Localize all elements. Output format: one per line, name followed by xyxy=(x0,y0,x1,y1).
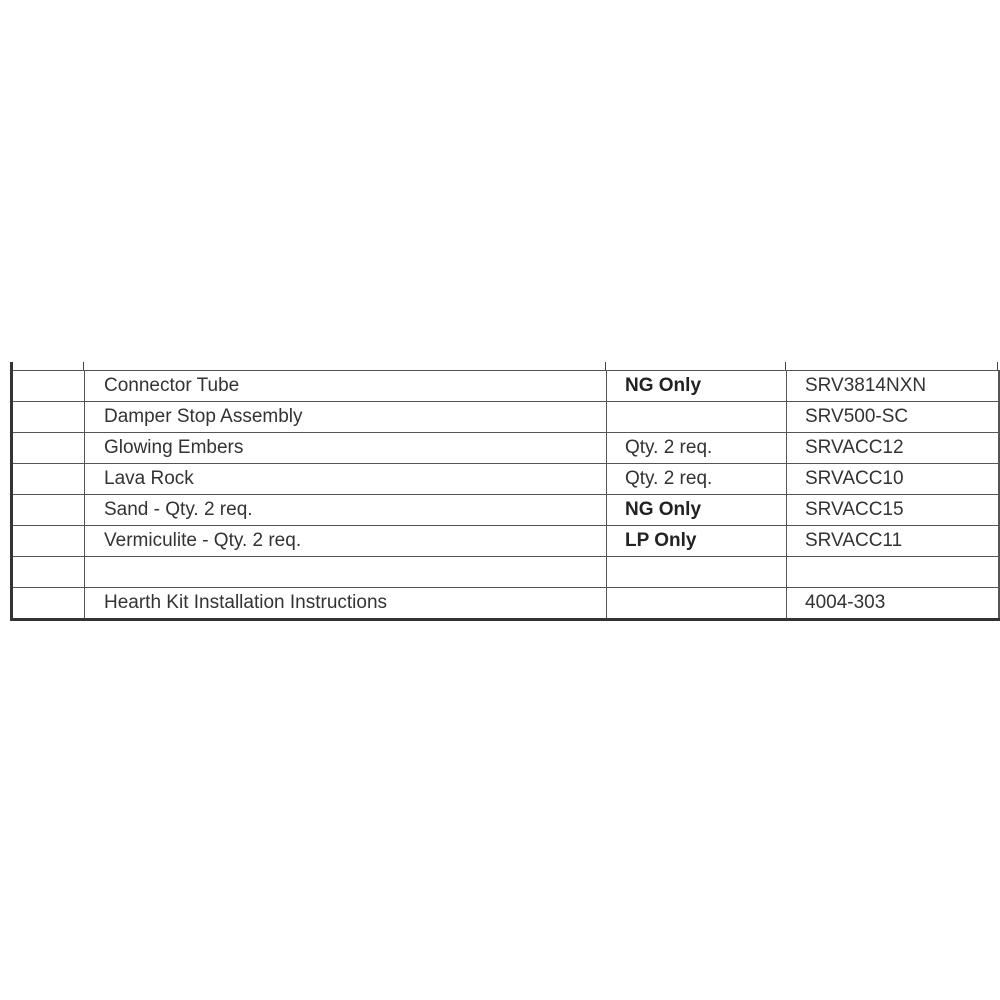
item-number-cell xyxy=(10,556,85,588)
note-cell: LP Only xyxy=(606,525,787,557)
table-row: Hearth Kit Installation Instructions 4004… xyxy=(10,587,1000,621)
table-stub xyxy=(83,362,84,371)
table-stub xyxy=(605,362,606,371)
part-number-cell: SRV500-SC xyxy=(786,401,999,433)
note-cell xyxy=(606,401,787,433)
description-cell xyxy=(84,556,607,588)
item-number-cell xyxy=(10,494,85,526)
table-stub xyxy=(785,362,786,371)
parts-table: Connector Tube NG Only SRV3814NXN Damper St… xyxy=(10,370,1000,621)
note-cell xyxy=(606,587,787,621)
description-cell: Connector Tube xyxy=(84,370,607,402)
part-number-cell: SRVACC15 xyxy=(786,494,999,526)
note-cell xyxy=(606,556,787,588)
note-cell: NG Only xyxy=(606,370,787,402)
extra-cell xyxy=(998,432,1000,464)
note-cell: Qty. 2 req. xyxy=(606,463,787,495)
item-number-cell xyxy=(10,587,85,621)
part-number-cell: SRVACC12 xyxy=(786,432,999,464)
extra-cell xyxy=(998,463,1000,495)
part-number-cell xyxy=(786,556,999,588)
note-cell: NG Only xyxy=(606,494,787,526)
table-row: Glowing Embers Qty. 2 req. SRVACC12 xyxy=(10,432,1000,464)
description-cell: Lava Rock xyxy=(84,463,607,495)
part-number-cell: SRVACC10 xyxy=(786,463,999,495)
item-number-cell xyxy=(10,463,85,495)
table-row xyxy=(10,556,1000,588)
table-row: Damper Stop Assembly SRV500-SC xyxy=(10,401,1000,433)
part-number-cell: SRV3814NXN xyxy=(786,370,999,402)
extra-cell xyxy=(998,370,1000,402)
item-number-cell xyxy=(10,370,85,402)
extra-cell xyxy=(998,587,1000,621)
table-row: Vermiculite - Qty. 2 req. LP Only SRVACC11 xyxy=(10,525,1000,557)
table-row: Connector Tube NG Only SRV3814NXN xyxy=(10,370,1000,402)
extra-cell xyxy=(998,401,1000,433)
description-cell: Vermiculite - Qty. 2 req. xyxy=(84,525,607,557)
description-cell: Glowing Embers xyxy=(84,432,607,464)
description-cell: Hearth Kit Installation Instructions xyxy=(84,587,607,621)
item-number-cell xyxy=(10,432,85,464)
description-cell: Damper Stop Assembly xyxy=(84,401,607,433)
extra-cell xyxy=(998,494,1000,526)
item-number-cell xyxy=(10,401,85,433)
table-row: Lava Rock Qty. 2 req. SRVACC10 xyxy=(10,463,1000,495)
item-number-cell xyxy=(10,525,85,557)
note-cell: Qty. 2 req. xyxy=(606,432,787,464)
description-cell: Sand - Qty. 2 req. xyxy=(84,494,607,526)
table-stub-left xyxy=(10,362,13,371)
extra-cell xyxy=(998,556,1000,588)
part-number-cell: 4004-303 xyxy=(786,587,999,621)
table-stub xyxy=(997,362,998,371)
extra-cell xyxy=(998,525,1000,557)
part-number-cell: SRVACC11 xyxy=(786,525,999,557)
table-row: Sand - Qty. 2 req. NG Only SRVACC15 xyxy=(10,494,1000,526)
